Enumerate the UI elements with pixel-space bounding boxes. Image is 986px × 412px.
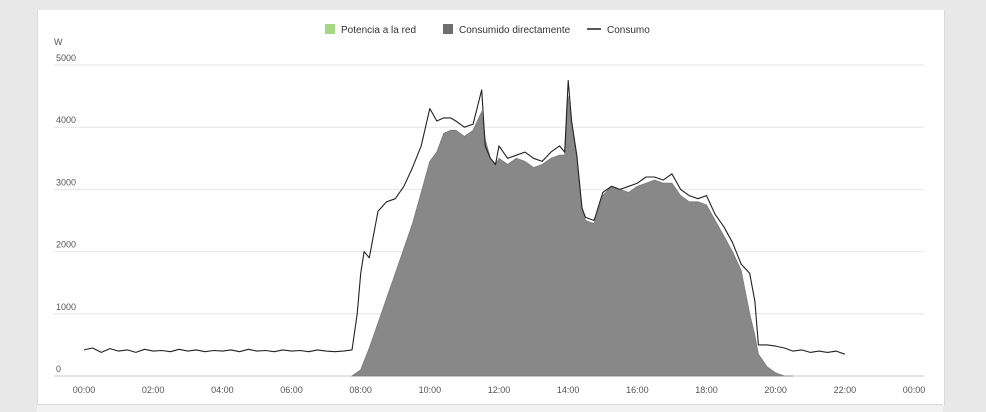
x-tick-label: 18:00 bbox=[695, 385, 718, 395]
legend-item[interactable]: Consumido directamente bbox=[443, 24, 571, 36]
x-tick-label: 20:00 bbox=[764, 385, 787, 395]
x-tick-label: 08:00 bbox=[349, 385, 372, 395]
y-tick-label: 5000 bbox=[56, 53, 76, 63]
legend-swatch bbox=[443, 24, 453, 34]
y-axis-ticks: 0 1000 2000 3000 4000 5000 bbox=[56, 53, 76, 374]
series-area-consumido-directamente bbox=[350, 96, 793, 377]
x-tick-label: 04:00 bbox=[211, 385, 234, 395]
y-tick-label: 0 bbox=[56, 364, 61, 374]
x-tick-label: 14:00 bbox=[557, 385, 580, 395]
y-tick-label: 1000 bbox=[56, 302, 76, 312]
legend-label: Potencia a la red bbox=[341, 25, 416, 36]
x-tick-label: 16:00 bbox=[626, 385, 649, 395]
x-tick-label: 02:00 bbox=[142, 385, 165, 395]
x-tick-label: 00:00 bbox=[73, 385, 96, 395]
series-layer bbox=[83, 80, 845, 377]
x-tick-label: 22:00 bbox=[834, 385, 857, 395]
y-tick-label: 2000 bbox=[56, 240, 76, 250]
y-tick-label: 3000 bbox=[56, 177, 76, 187]
card-bottom-strip bbox=[37, 404, 943, 412]
x-axis-ticks: 00:00 02:00 04:00 06:00 08:00 10:00 12:00 14:00… bbox=[73, 385, 926, 395]
x-tick-label: 12:00 bbox=[488, 385, 511, 395]
legend-label: Consumido directamente bbox=[459, 25, 571, 36]
x-tick-label: 10:00 bbox=[419, 385, 442, 395]
legend[interactable]: Potencia a la red Consumido directamente C… bbox=[325, 24, 650, 36]
y-tick-label: 4000 bbox=[56, 115, 76, 125]
legend-item[interactable]: Potencia a la red bbox=[325, 24, 416, 36]
legend-item[interactable]: Consumo bbox=[587, 25, 650, 36]
legend-swatch bbox=[325, 24, 335, 34]
x-tick-label: 06:00 bbox=[280, 385, 303, 395]
y-axis-label: W bbox=[54, 37, 63, 47]
x-tick-label: 00:00 bbox=[903, 385, 926, 395]
series-line-consumo bbox=[83, 80, 845, 355]
legend-label: Consumo bbox=[607, 25, 650, 36]
